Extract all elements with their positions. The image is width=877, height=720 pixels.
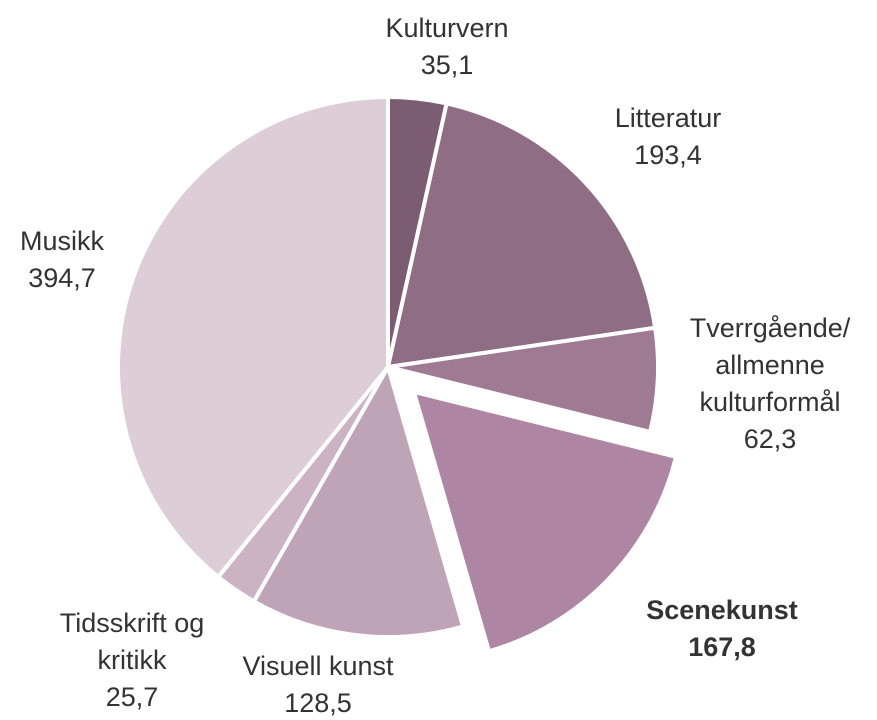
slice-label: Scenekunst [646, 595, 798, 625]
slice-label: Tverrgående/allmenne kulturformål [690, 313, 851, 417]
pie-slice [411, 389, 679, 654]
slice-value: 193,4 [634, 140, 702, 170]
slice-value: 394,7 [28, 263, 96, 293]
pie-slice [386, 325, 660, 434]
slice-label: Musikk [20, 226, 105, 256]
slice-value: 35,1 [421, 50, 474, 80]
pie-slice [251, 365, 466, 639]
slice-value: 62,3 [744, 424, 797, 454]
slice-value: 167,8 [688, 632, 756, 662]
slice-label: Visuell kunst [242, 651, 394, 681]
pie-slice [116, 95, 390, 579]
slice-label: Tidsskrift og kritikk [60, 608, 205, 675]
slice-label: Kulturvern [385, 13, 508, 43]
slice-value: 25,7 [106, 682, 159, 712]
slice-value: 128,5 [284, 688, 352, 718]
slice-label: Litteratur [615, 103, 722, 133]
pie-slice [386, 101, 658, 369]
